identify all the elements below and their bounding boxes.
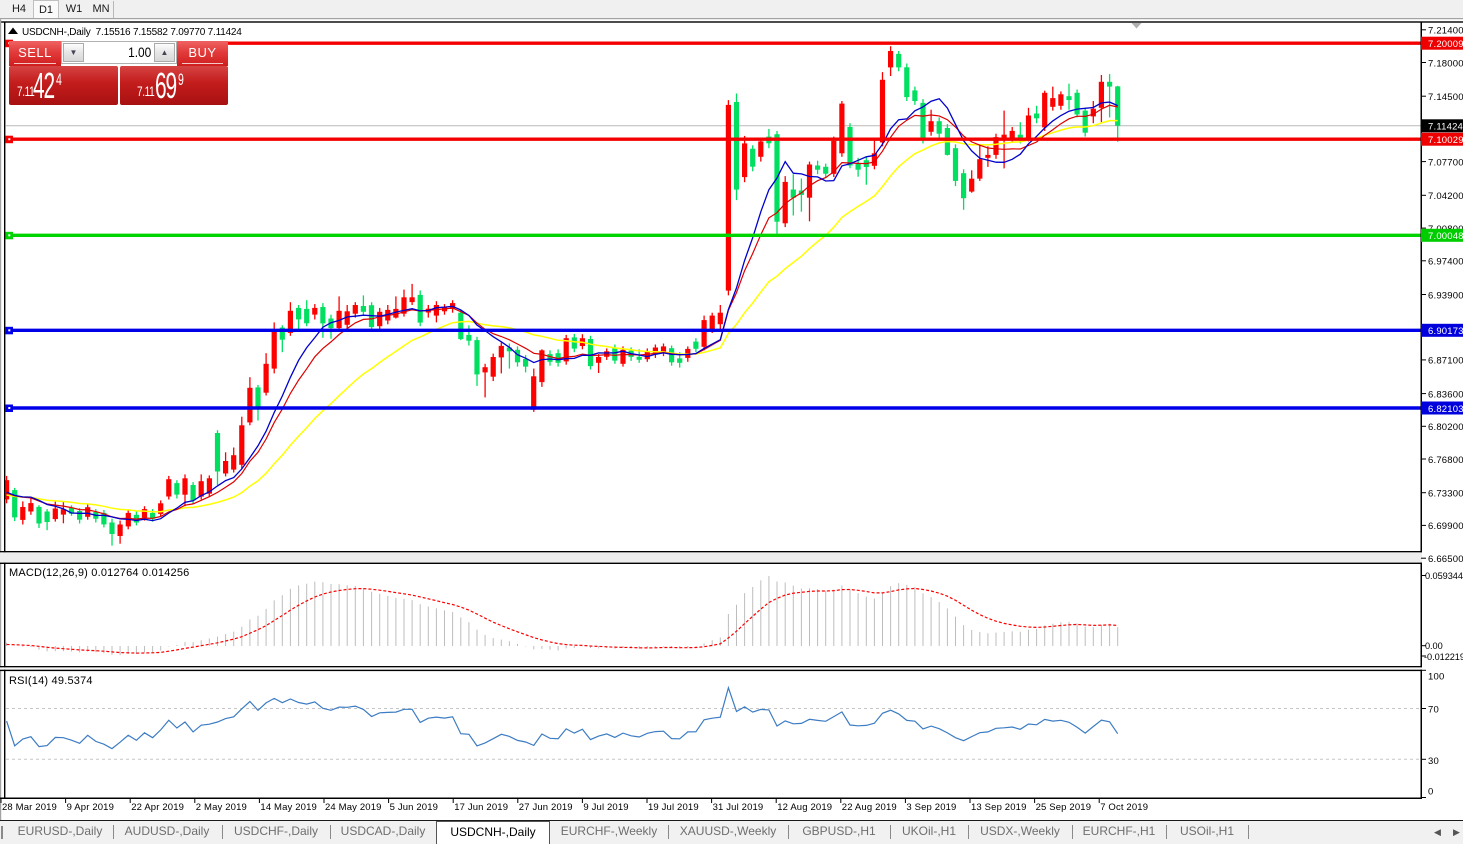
svg-text:7.21400: 7.21400 [1428,26,1463,37]
svg-text:6.97400: 6.97400 [1428,257,1463,268]
svg-text:19 Jul 2019: 19 Jul 2019 [648,802,699,813]
svg-text:-0.012219: -0.012219 [1424,652,1463,662]
svg-text:6.73300: 6.73300 [1428,489,1463,500]
svg-text:30: 30 [1428,756,1439,767]
svg-text:9 Jul 2019: 9 Jul 2019 [583,802,628,813]
svg-text:17 Jun 2019: 17 Jun 2019 [454,802,508,813]
svg-text:7.11424: 7.11424 [1428,122,1463,133]
svg-text:6.87100: 6.87100 [1428,356,1463,367]
svg-text:6.83600: 6.83600 [1428,389,1463,400]
svg-text:12 Aug 2019: 12 Aug 2019 [777,802,832,813]
svg-text:6.69900: 6.69900 [1428,521,1463,532]
svg-text:7.04200: 7.04200 [1428,191,1463,202]
svg-text:0: 0 [1428,786,1433,797]
svg-text:MACD(12,26,9) 0.012764 0.01425: MACD(12,26,9) 0.012764 0.014256 [9,567,190,579]
svg-text:5 Jun 2019: 5 Jun 2019 [390,802,439,813]
svg-text:7.10029: 7.10029 [1428,135,1463,146]
svg-text:24 May 2019: 24 May 2019 [325,802,382,813]
svg-text:28 Mar 2019: 28 Mar 2019 [2,802,57,813]
svg-text:22 Apr 2019: 22 Apr 2019 [131,802,184,813]
svg-text:31 Jul 2019: 31 Jul 2019 [713,802,764,813]
svg-text:70: 70 [1428,705,1439,716]
svg-text:6.66500: 6.66500 [1428,554,1463,565]
svg-text:7.00048: 7.00048 [1428,231,1463,242]
svg-text:RSI(14) 49.5374: RSI(14) 49.5374 [9,675,93,687]
svg-text:7.07700: 7.07700 [1428,157,1463,168]
svg-text:9 Apr 2019: 9 Apr 2019 [67,802,114,813]
svg-text:USDCNH-,Daily 7.15516 7.15582: USDCNH-,Daily 7.15516 7.15582 7.09770 7.… [22,27,242,38]
svg-text:6.80200: 6.80200 [1428,422,1463,433]
svg-text:25 Sep 2019: 25 Sep 2019 [1036,802,1092,813]
svg-text:0.00: 0.00 [1425,641,1443,651]
svg-text:6.90173: 6.90173 [1428,326,1463,337]
svg-text:14 May 2019: 14 May 2019 [260,802,317,813]
svg-text:7 Oct 2019: 7 Oct 2019 [1100,802,1148,813]
svg-text:0.059344: 0.059344 [1425,571,1463,581]
svg-text:27 Jun 2019: 27 Jun 2019 [519,802,573,813]
svg-text:7.14500: 7.14500 [1428,92,1463,103]
svg-text:7.18000: 7.18000 [1428,58,1463,69]
svg-text:13 Sep 2019: 13 Sep 2019 [971,802,1027,813]
svg-text:6.82103: 6.82103 [1428,404,1463,415]
svg-text:3 Sep 2019: 3 Sep 2019 [906,802,956,813]
svg-text:6.76800: 6.76800 [1428,455,1463,466]
svg-text:2 May 2019: 2 May 2019 [196,802,247,813]
svg-text:6.93900: 6.93900 [1428,290,1463,301]
svg-text:7.20009: 7.20009 [1428,39,1463,50]
svg-text:22 Aug 2019: 22 Aug 2019 [842,802,897,813]
svg-text:100: 100 [1428,671,1444,682]
